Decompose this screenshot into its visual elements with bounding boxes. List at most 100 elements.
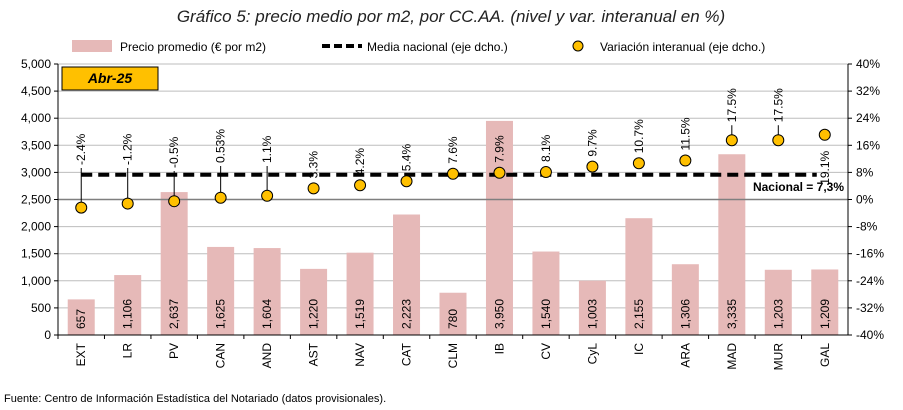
variation-label: 9.7% <box>585 129 599 157</box>
bar <box>625 218 653 335</box>
bar-value-label: 1,203 <box>771 299 785 329</box>
bar <box>160 192 188 335</box>
variation-label: 10.7% <box>632 119 646 153</box>
period-badge <box>61 66 159 91</box>
bar-value-label: 780 <box>446 309 460 329</box>
source-note: Fuente: Centro de Información Estadístic… <box>4 393 386 405</box>
bar-value-label: 1,106 <box>121 299 135 329</box>
x-tick-label: IB <box>492 343 506 354</box>
bar <box>532 251 560 335</box>
bar-value-label: 2,223 <box>400 299 414 329</box>
period-badge-label: Abr-25 <box>87 70 133 86</box>
y2-tick-label: 40% <box>856 57 880 71</box>
bar <box>811 269 839 335</box>
variation-point <box>168 195 181 208</box>
variation-label: -2.4% <box>74 133 88 165</box>
variation-label: -0.5% <box>167 136 181 168</box>
y-tick-label: 4,500 <box>21 84 51 98</box>
x-tick-label: AST <box>307 342 321 366</box>
variation-point <box>214 191 227 204</box>
bar-value-label: 1,519 <box>353 299 367 329</box>
y2-tick-label: 16% <box>856 138 880 152</box>
bar <box>578 280 606 335</box>
x-tick-label: CAT <box>400 342 414 366</box>
bar <box>718 154 746 335</box>
legend-bar-swatch <box>72 40 112 52</box>
legend-point-swatch <box>572 40 584 52</box>
variation-point <box>447 167 459 180</box>
bar-value-label: 1,209 <box>818 299 832 329</box>
bar-value-label: 2,637 <box>167 299 181 329</box>
legend-bar-label: Precio promedio (€ por m2) <box>120 40 266 54</box>
x-tick-label: NAV <box>353 343 367 367</box>
x-tick-label: EXT <box>74 342 88 366</box>
x-tick-label: ARA <box>678 343 692 368</box>
y-tick-label: 5,000 <box>21 57 51 71</box>
y-tick-label: 3,000 <box>21 165 51 179</box>
y2-tick-label: 24% <box>856 111 880 125</box>
variation-label: 8.1% <box>539 134 553 162</box>
y-tick-label: 3,500 <box>21 138 51 152</box>
bar-value-label: 1,003 <box>585 299 599 329</box>
bar <box>764 269 792 335</box>
variation-point <box>354 179 367 192</box>
variation-label: 7.6% <box>446 136 460 164</box>
bar-value-label: 3,950 <box>492 299 506 329</box>
y-tick-label: 0 <box>44 328 51 342</box>
x-tick-label: IC <box>632 343 646 355</box>
x-tick-label: MUR <box>771 343 785 371</box>
x-tick-label: CAN <box>214 343 228 368</box>
bar-value-label: 2,155 <box>632 299 646 329</box>
variation-label: -1.2% <box>121 133 135 165</box>
y-tick-label: 2,000 <box>21 220 51 234</box>
bar <box>671 264 699 335</box>
variation-label: 7.9% <box>492 135 506 163</box>
variation-label: 5.4% <box>400 144 414 172</box>
x-tick-label: AND <box>260 343 274 369</box>
y-tick-label: 1,000 <box>21 274 51 288</box>
legend-line-label: Media nacional (eje dcho.) <box>367 40 508 54</box>
variation-label: 11.5% <box>678 117 692 150</box>
variation-point <box>307 182 320 195</box>
x-tick-label: CV <box>539 343 553 360</box>
variation-point <box>400 175 413 188</box>
y-tick-label: 2,500 <box>21 193 51 207</box>
bar <box>346 252 374 335</box>
variation-label: 19.1% <box>818 150 832 184</box>
variation-label: 0.53% <box>214 129 228 163</box>
y-tick-label: 500 <box>31 301 51 315</box>
variation-point <box>75 201 88 214</box>
bar-value-label: 1,220 <box>307 299 321 329</box>
x-tick-label: MAD <box>725 343 739 370</box>
y2-tick-label: -8% <box>856 220 878 234</box>
bar <box>485 120 513 335</box>
variation-label: 3.3% <box>307 151 321 179</box>
bar-value-label: 1,306 <box>678 299 692 329</box>
bar <box>300 268 328 335</box>
bar <box>114 275 142 335</box>
chart-title: Gráfico 5: precio medio por m2, por CC.A… <box>177 7 725 26</box>
variation-point <box>261 189 274 202</box>
y2-tick-label: 8% <box>856 165 874 179</box>
variation-point <box>121 197 134 210</box>
y2-tick-label: -32% <box>856 301 884 315</box>
y-tick-label: 4,000 <box>21 111 51 125</box>
y2-tick-label: -16% <box>856 247 884 261</box>
bar-value-label: 3,335 <box>725 299 739 329</box>
variation-point <box>818 128 831 141</box>
variation-label: 4.2% <box>353 148 367 176</box>
bar <box>207 246 235 335</box>
national-average-label: Nacional = 7,3% <box>753 180 844 194</box>
variation-point <box>725 134 738 147</box>
legend-point-label: Variación interanual (eje dcho.) <box>600 40 765 54</box>
variation-label: 17.5% <box>771 88 785 122</box>
bar <box>439 292 467 335</box>
variation-label: 17.5% <box>725 88 739 122</box>
x-tick-label: PV <box>167 343 181 359</box>
y2-tick-label: -40% <box>856 328 884 342</box>
x-tick-label: CLM <box>446 343 460 368</box>
variation-point <box>586 160 599 173</box>
y2-tick-label: -24% <box>856 274 884 288</box>
